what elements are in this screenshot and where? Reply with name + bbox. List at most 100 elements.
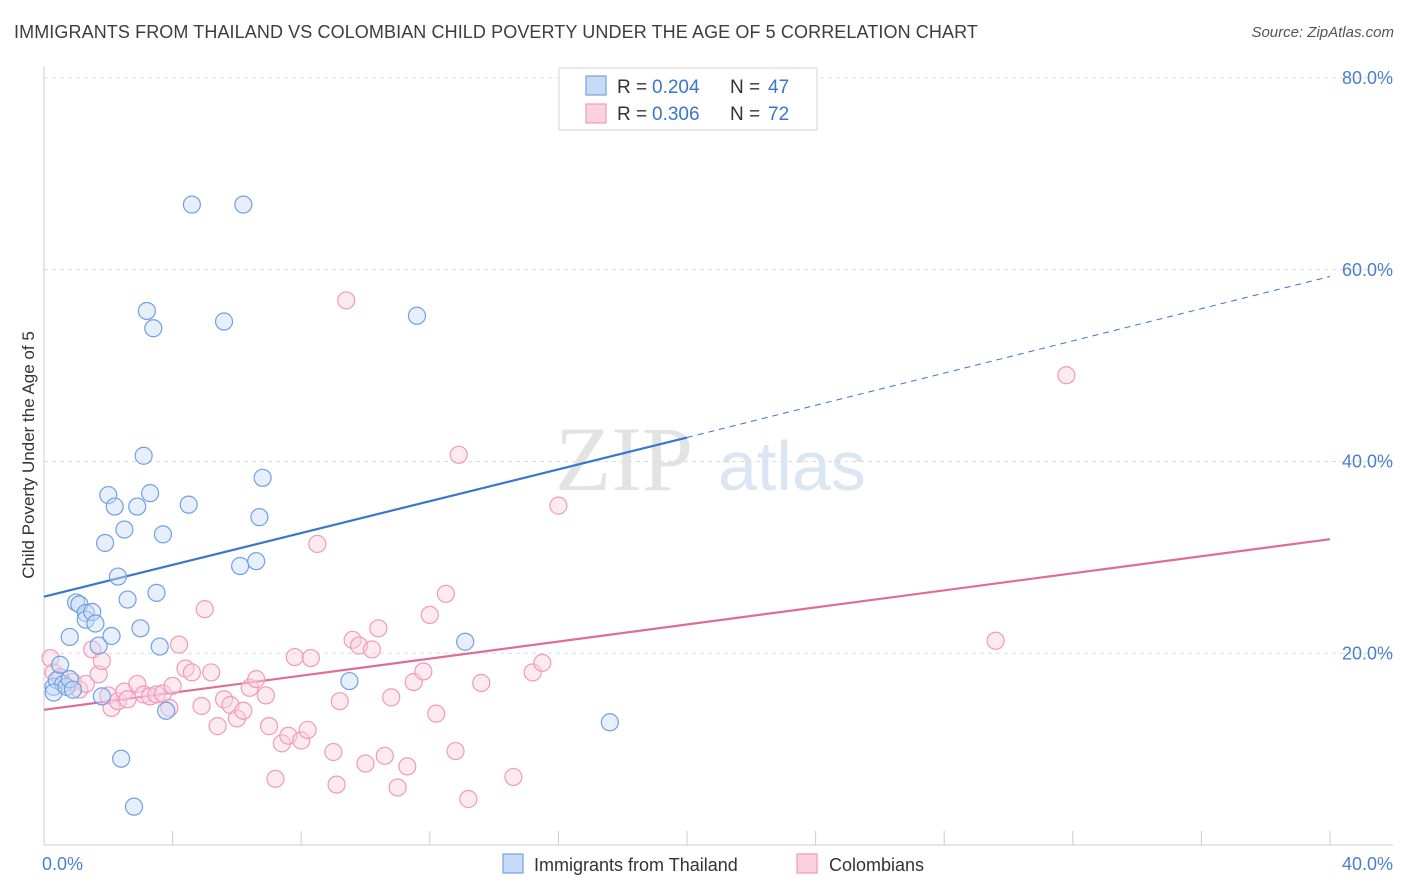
legend-swatch-thailand bbox=[585, 75, 607, 96]
point-thailand-46 bbox=[112, 749, 131, 768]
point-colombians-20 bbox=[160, 698, 179, 717]
point-thailand-28 bbox=[140, 484, 160, 503]
point-thailand-36 bbox=[214, 312, 234, 331]
point-thailand-2 bbox=[50, 655, 70, 674]
point-thailand-35 bbox=[182, 195, 201, 214]
point-colombians-32 bbox=[234, 701, 253, 720]
data-points bbox=[41, 195, 1076, 816]
point-colombians-14 bbox=[118, 690, 137, 709]
point-thailand-25 bbox=[131, 619, 150, 638]
point-colombians-34 bbox=[247, 670, 266, 689]
stats-legend: R = 0.204 N = 47 R = 0.306 N = 72 bbox=[558, 67, 818, 131]
point-colombians-22 bbox=[169, 635, 189, 654]
point-thailand-22 bbox=[115, 520, 134, 539]
point-colombians-48 bbox=[337, 291, 356, 310]
point-colombians-41 bbox=[292, 731, 311, 750]
point-colombians-64 bbox=[449, 445, 468, 464]
point-thailand-40 bbox=[250, 508, 269, 527]
point-colombians-9 bbox=[92, 651, 111, 671]
point-colombians-56 bbox=[388, 778, 407, 797]
point-colombians-57 bbox=[398, 757, 417, 776]
watermark-atlas: atlas bbox=[718, 427, 866, 505]
point-colombians-51 bbox=[356, 754, 375, 773]
point-colombians-15 bbox=[128, 674, 147, 694]
point-colombians-44 bbox=[308, 534, 327, 554]
point-colombians-8 bbox=[89, 665, 108, 684]
point-thailand-29 bbox=[144, 319, 163, 338]
point-thailand-26 bbox=[134, 446, 153, 465]
point-thailand-43 bbox=[407, 306, 427, 325]
point-colombians-70 bbox=[549, 496, 568, 515]
point-thailand-33 bbox=[157, 701, 176, 720]
legend-swatch-colombians bbox=[585, 103, 607, 124]
legend-r-value-colombians: 0.306 bbox=[652, 104, 700, 125]
point-colombians-68 bbox=[523, 663, 542, 682]
point-colombians-53 bbox=[369, 619, 388, 638]
point-thailand-41 bbox=[253, 468, 272, 487]
point-thailand-23 bbox=[118, 590, 137, 609]
x-tick-label-1: 40.0% bbox=[1342, 854, 1393, 874]
legend-n-value-thailand: 47 bbox=[768, 77, 789, 98]
point-colombians-18 bbox=[147, 685, 166, 704]
point-colombians-28 bbox=[208, 717, 227, 736]
point-colombians-65 bbox=[459, 789, 478, 809]
point-thailand-37 bbox=[231, 556, 250, 576]
point-thailand-14 bbox=[86, 614, 105, 633]
legend-r-label-thailand: R = bbox=[617, 77, 647, 98]
series-legend-swatch-thailand bbox=[502, 853, 524, 874]
series-legend-swatch-colombians bbox=[796, 853, 818, 874]
point-thailand-45 bbox=[600, 713, 619, 732]
point-colombians-46 bbox=[327, 775, 346, 794]
point-thailand-6 bbox=[60, 670, 79, 689]
trend-line-thailand bbox=[43, 436, 688, 598]
point-colombians-71 bbox=[986, 631, 1005, 650]
series-legend-label-colombians: Colombians bbox=[829, 855, 924, 875]
point-colombians-42 bbox=[298, 720, 317, 740]
point-colombians-55 bbox=[382, 688, 401, 707]
series-legend-label-thailand: Immigrants from Thailand bbox=[534, 855, 738, 875]
point-colombians-72 bbox=[1057, 366, 1076, 385]
tick-labels: 20.0% 40.0% 60.0% 80.0% 0.0% 40.0% bbox=[42, 68, 1393, 874]
point-colombians-52 bbox=[362, 640, 382, 659]
point-colombians-21 bbox=[163, 676, 182, 695]
chart-title: IMMIGRANTS FROM THAILAND VS COLOMBIAN CH… bbox=[14, 22, 978, 42]
point-thailand-47 bbox=[124, 797, 144, 816]
point-colombians-45 bbox=[324, 742, 343, 762]
point-colombians-66 bbox=[472, 673, 491, 693]
point-thailand-18 bbox=[95, 533, 115, 553]
point-thailand-27 bbox=[137, 301, 156, 321]
legend-r-value-thailand: 0.204 bbox=[652, 77, 700, 98]
point-colombians-24 bbox=[182, 663, 201, 682]
point-thailand-38 bbox=[234, 195, 253, 214]
point-thailand-39 bbox=[247, 552, 266, 571]
point-thailand-16 bbox=[92, 687, 111, 706]
point-colombians-54 bbox=[375, 746, 394, 765]
point-thailand-42 bbox=[340, 671, 359, 691]
chart-source: Source: ZipAtlas.com bbox=[1251, 24, 1394, 41]
point-colombians-26 bbox=[195, 600, 214, 619]
y-tick-label-0: 20.0% bbox=[1342, 643, 1393, 663]
point-thailand-31 bbox=[150, 637, 169, 656]
axes bbox=[43, 66, 1393, 846]
point-thailand-44 bbox=[456, 632, 475, 651]
y-tick-label-2: 60.0% bbox=[1342, 260, 1393, 280]
point-colombians-40 bbox=[285, 647, 304, 667]
point-colombians-35 bbox=[256, 686, 275, 705]
point-colombians-63 bbox=[446, 741, 465, 761]
y-tick-label-1: 40.0% bbox=[1342, 452, 1393, 472]
point-colombians-43 bbox=[301, 648, 320, 668]
point-colombians-36 bbox=[259, 717, 279, 736]
point-thailand-30 bbox=[147, 583, 166, 602]
point-thailand-34 bbox=[179, 495, 198, 514]
legend-r-label-colombians: R = bbox=[617, 104, 647, 125]
point-thailand-21 bbox=[108, 567, 128, 586]
point-colombians-16 bbox=[134, 685, 153, 704]
point-colombians-62 bbox=[436, 584, 455, 603]
point-colombians-37 bbox=[266, 769, 285, 788]
y-tick-label-3: 80.0% bbox=[1342, 68, 1393, 88]
point-thailand-17 bbox=[102, 626, 121, 646]
point-thailand-20 bbox=[105, 497, 124, 516]
trend-line-thailand-extension bbox=[686, 275, 1331, 439]
point-colombians-59 bbox=[414, 662, 433, 681]
